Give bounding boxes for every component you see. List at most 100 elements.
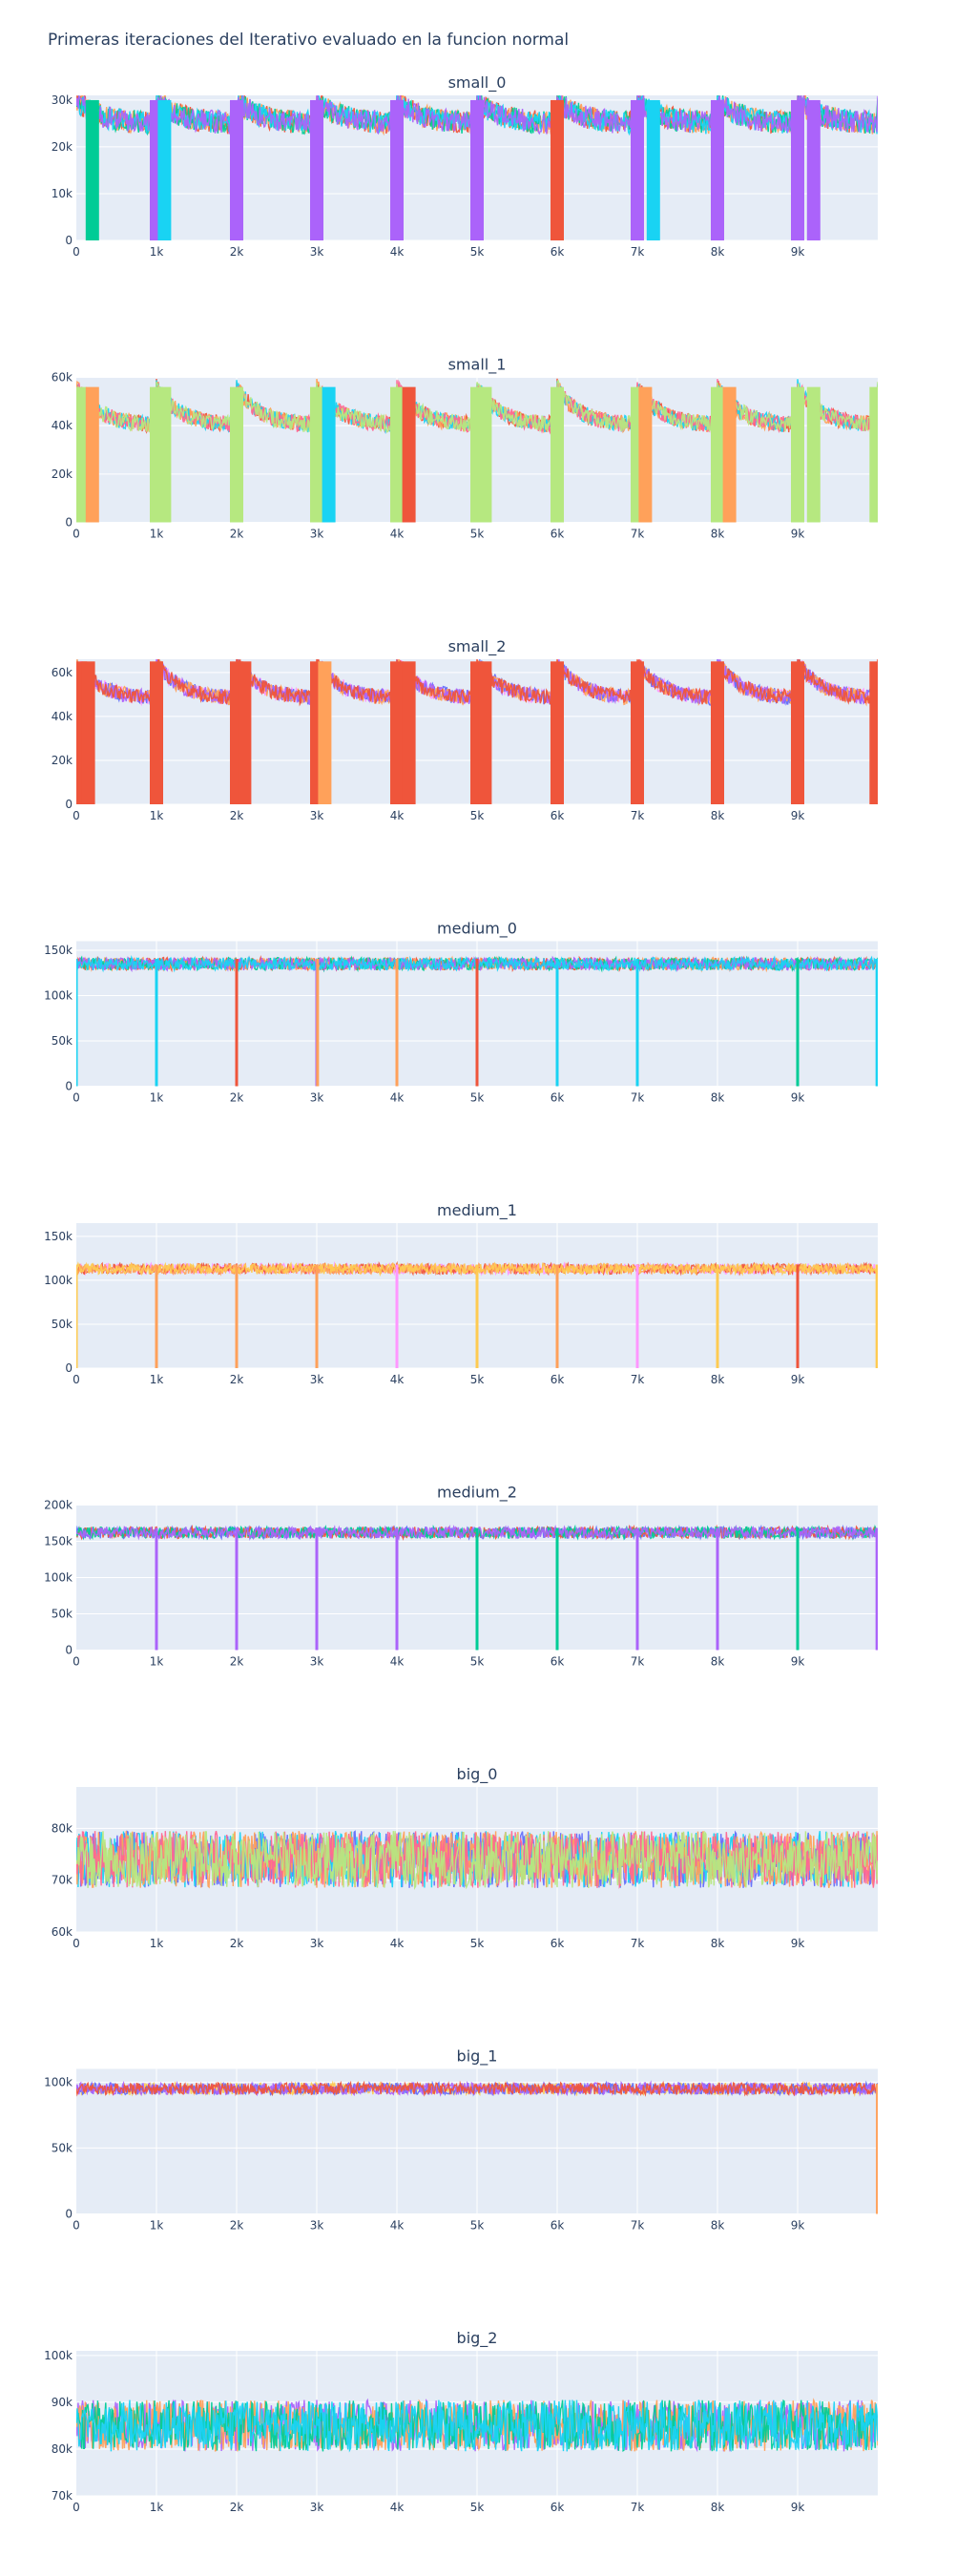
y-tick-label: 60k [52, 371, 73, 384]
y-tick-label: 20k [52, 754, 73, 767]
drop-to-zero [555, 1527, 559, 1651]
drop-to-zero [875, 1527, 878, 1651]
x-tick-label: 9k [791, 245, 805, 259]
x-tick-label: 6k [551, 809, 565, 822]
y-tick-label: 80k [52, 2442, 73, 2456]
drop-to-zero [150, 661, 163, 804]
y-tick-label: 60k [52, 1925, 73, 1939]
drop-to-zero [310, 386, 323, 523]
series-group [76, 95, 878, 240]
y-tick-label: 20k [52, 467, 73, 481]
x-tick-label: 0 [73, 1937, 80, 1950]
drop-to-zero [555, 1264, 559, 1368]
x-tick-label: 8k [711, 2501, 725, 2514]
drop-to-zero [157, 99, 172, 240]
x-tick-label: 4k [390, 528, 405, 541]
y-tick-label: 10k [52, 187, 73, 200]
x-tick-label: 6k [551, 1937, 565, 1950]
drop-to-zero [85, 386, 99, 523]
y-tick-label: 70k [52, 1874, 73, 1887]
x-tick-label: 3k [310, 528, 324, 541]
drop-to-zero [76, 1264, 78, 1368]
y-tick-label: 0 [65, 798, 73, 811]
subplot-title: big_1 [457, 2047, 498, 2067]
drop-to-zero [475, 958, 479, 1087]
subplot-medium_2: medium_2 0 1k 2k 3k 4k 5k 6k 7k 8k 9k 0 50k 100k 150k 2… [44, 1484, 878, 1669]
drop-to-zero [876, 2084, 878, 2214]
drop-to-zero [875, 1264, 878, 1368]
drop-to-zero [155, 958, 158, 1087]
drop-to-zero [235, 958, 239, 1087]
y-tick-label: 150k [44, 1230, 73, 1243]
x-tick-label: 6k [551, 528, 565, 541]
subplot-title: small_2 [448, 637, 507, 656]
drop-to-zero [395, 1527, 399, 1651]
x-tick-label: 2k [230, 2501, 244, 2514]
y-tick-label: 0 [65, 1644, 73, 1657]
drop-to-zero [791, 386, 804, 523]
x-tick-label: 7k [631, 528, 645, 541]
series-group [76, 2080, 878, 2214]
x-tick-label: 2k [230, 528, 244, 541]
drop-to-zero [478, 661, 492, 804]
x-tick-label: 6k [551, 245, 565, 259]
y-tick-label: 50k [52, 1034, 73, 1048]
x-tick-label: 0 [73, 2501, 80, 2514]
drop-to-zero [791, 661, 804, 804]
x-tick-label: 9k [791, 1937, 805, 1950]
x-tick-label: 0 [73, 1655, 80, 1669]
drop-to-zero [230, 99, 243, 240]
x-tick-label: 7k [631, 809, 645, 822]
y-tick-label: 80k [52, 1821, 73, 1835]
x-tick-label: 4k [390, 2219, 405, 2233]
x-tick-label: 5k [470, 2501, 485, 2514]
x-tick-label: 9k [791, 809, 805, 822]
drop-to-zero [791, 99, 804, 240]
x-tick-label: 8k [711, 245, 725, 259]
drop-to-zero [635, 958, 639, 1087]
x-tick-label: 1k [150, 528, 164, 541]
x-tick-label: 8k [711, 809, 725, 822]
y-tick-label: 100k [44, 2075, 73, 2088]
y-tick-label: 100k [44, 1571, 73, 1585]
x-tick-label: 4k [390, 1937, 405, 1950]
x-tick-label: 9k [791, 1091, 805, 1105]
y-tick-label: 50k [52, 2141, 73, 2154]
x-tick-label: 5k [470, 1937, 485, 1950]
drop-to-zero [390, 99, 404, 240]
subplot-title: big_0 [457, 1765, 498, 1784]
subplot-small_0: small_0 0 1k 2k 3k 4k 5k 6k 7k 8k 9k 0 10k 20k 30k [52, 73, 878, 259]
drop-to-zero [390, 386, 404, 523]
subplot-big_1: big_1 0 1k 2k 3k 4k 5k 6k 7k 8k 9k 0 50k 100k [44, 2047, 878, 2233]
x-tick-label: 8k [711, 528, 725, 541]
x-tick-label: 5k [470, 245, 485, 259]
x-tick-label: 6k [551, 2501, 565, 2514]
drop-to-zero [315, 1527, 319, 1651]
drop-to-zero [711, 386, 724, 523]
series-line [76, 1830, 878, 1891]
x-tick-label: 2k [230, 1655, 244, 1669]
y-tick-label: 70k [52, 2489, 73, 2503]
x-tick-label: 2k [230, 1373, 244, 1386]
drop-to-zero [635, 1264, 639, 1368]
y-tick-label: 50k [52, 1318, 73, 1331]
x-tick-label: 5k [470, 1655, 485, 1669]
series-group [76, 1830, 878, 1891]
drop-to-zero [716, 1264, 719, 1368]
drop-to-zero [235, 1264, 239, 1368]
drop-to-zero [76, 958, 78, 1087]
y-tick-label: 100k [44, 1274, 73, 1287]
drop-to-zero [555, 958, 559, 1087]
subplot-title: medium_1 [437, 1201, 517, 1220]
x-tick-label: 1k [150, 1091, 164, 1105]
x-tick-label: 5k [470, 528, 485, 541]
x-tick-label: 7k [631, 1937, 645, 1950]
x-tick-label: 1k [150, 1373, 164, 1386]
x-tick-label: 6k [551, 2219, 565, 2233]
y-tick-label: 40k [52, 710, 73, 723]
y-tick-label: 0 [65, 2208, 73, 2221]
drop-to-zero [310, 99, 323, 240]
y-tick-label: 0 [65, 1361, 73, 1375]
series-group [76, 378, 878, 523]
